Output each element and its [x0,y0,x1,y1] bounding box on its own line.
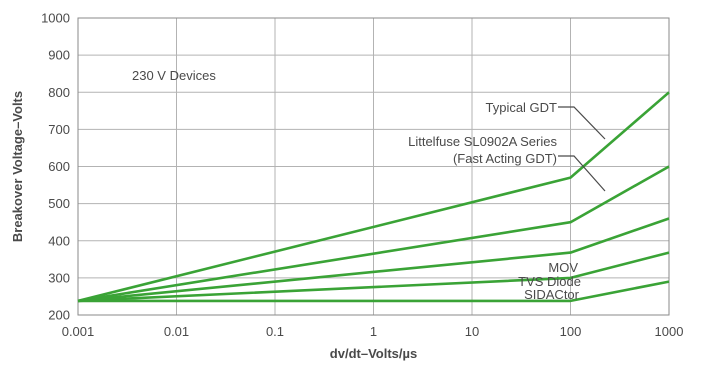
series-label: SIDACtor [524,287,580,302]
x-tick-label: 0.001 [62,324,95,339]
label-leader [558,106,606,140]
series-line [77,165,670,303]
x-tick-label: 1 [370,324,377,339]
series-line [77,251,670,303]
y-tick-label: 700 [48,122,70,137]
y-tick-label: 500 [48,196,70,211]
series-label-line2: (Fast Acting GDT) [453,151,557,166]
series-label: Littelfuse SL0902A Series [408,134,557,149]
y-axis-title: Breakover Voltage–Volts [10,91,25,242]
y-tick-label: 800 [48,85,70,100]
series-label: Typical GDT [485,100,557,115]
x-tick-label: 0.01 [164,324,189,339]
series-line [77,91,670,303]
x-tick-label: 10 [465,324,479,339]
series-line [78,280,670,303]
y-tick-label: 900 [48,48,70,63]
series-lines [77,91,670,303]
x-tick-label: 100 [560,324,582,339]
label-leader [558,155,606,192]
series-label: TVS Diode [518,274,581,289]
y-tick-label: 600 [48,159,70,174]
y-tick-label: 400 [48,233,70,248]
label-leaders [558,106,606,192]
series-labels: Typical GDT Littelfuse SL0902A Series (Fas… [408,100,581,302]
x-axis-title: dv/dt–Volts/µs [330,346,417,361]
y-tick-label: 300 [48,270,70,285]
x-tick-label: 1000 [655,324,684,339]
device-class-annotation: 230 V Devices [132,68,216,83]
grid [77,17,670,316]
x-tick-label: 0.1 [266,324,284,339]
x-axis-ticks: 0.001 0.01 0.1 1 10 100 1000 [62,324,684,339]
series-line [77,217,670,303]
y-tick-label: 1000 [41,11,70,26]
series-label: MOV [548,260,578,275]
y-axis-ticks: 200 300 400 500 600 700 800 900 1000 [41,11,70,323]
y-tick-label: 200 [48,308,70,323]
